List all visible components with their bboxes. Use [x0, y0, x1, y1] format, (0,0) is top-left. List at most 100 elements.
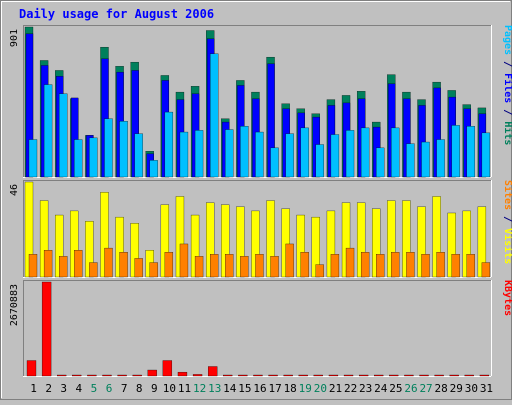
- pages-bar: [240, 126, 249, 178]
- kbytes-bar: [223, 374, 233, 377]
- pages-bar: [210, 53, 219, 178]
- kbytes-bar: [479, 374, 490, 377]
- x-tick-label: 19: [299, 382, 312, 395]
- sites-bar: [391, 252, 400, 278]
- panel-0-legend-part-3: /: [502, 103, 512, 121]
- kbytes-bar: [102, 374, 112, 377]
- kbytes-bar: [117, 374, 127, 377]
- x-tick-label: 1: [30, 382, 37, 395]
- panel-2-legend-part-0: KBytes: [502, 280, 512, 316]
- pages-bar: [74, 139, 83, 178]
- x-tick-label: 23: [359, 382, 372, 395]
- panel-1-legend: Sites / Visits: [502, 180, 512, 264]
- pages-bar: [345, 130, 355, 178]
- panel-0-legend-part-4: Hits: [502, 121, 512, 145]
- kbytes-bar: [298, 374, 308, 377]
- panel-0-legend-part-2: Files: [502, 73, 512, 103]
- pages-bar: [421, 141, 430, 178]
- x-tick-label: 17: [268, 382, 281, 395]
- kbytes-bar: [268, 374, 278, 377]
- kbytes-bar: [177, 371, 188, 377]
- sites-bar: [149, 262, 158, 278]
- sites-bar: [134, 258, 143, 278]
- panel-0-legend: Pages / Files / Hits: [502, 25, 512, 145]
- x-tick-label: 27: [419, 382, 432, 395]
- pages-bar: [43, 84, 53, 178]
- pages-bar: [255, 131, 264, 178]
- pages-bar: [89, 137, 98, 178]
- pages-bar: [451, 125, 460, 178]
- kbytes-bar: [343, 374, 354, 377]
- kbytes-bar: [87, 374, 97, 377]
- pages-bar: [104, 118, 113, 178]
- kbytes-bar: [162, 360, 173, 377]
- kbytes-bar: [57, 374, 67, 377]
- pages-bar: [194, 130, 204, 178]
- x-tick-label: 6: [106, 382, 113, 395]
- sites-bar: [104, 247, 113, 278]
- panel-1-legend-part-0: Sites: [502, 180, 512, 210]
- pages-bar: [59, 93, 68, 178]
- pages-bar: [149, 160, 158, 178]
- pages-bar: [436, 139, 445, 178]
- sites-bar: [194, 256, 204, 278]
- sites-bar: [89, 262, 98, 278]
- x-axis-labels: 1 2 3 4 5 6 7 8 9 10 11 12 13 14 15 16 17 18 19 20 21 22 23 24 2…: [30, 382, 493, 395]
- sites-bar: [345, 247, 355, 278]
- kbytes-bar: [313, 374, 323, 377]
- x-tick-label: 7: [121, 382, 128, 395]
- sites-bar: [28, 254, 38, 278]
- x-tick-label: 8: [136, 382, 143, 395]
- x-tick-label: 24: [374, 382, 388, 395]
- panel-0-legend-part-1: /: [502, 55, 512, 73]
- kbytes-bar: [26, 360, 37, 377]
- sites-bar: [315, 264, 324, 278]
- pages-bar: [270, 147, 279, 178]
- kbytes-bar: [404, 374, 414, 377]
- panel-0-legend-part-0: Pages: [502, 25, 512, 55]
- panel-1-legend-part-1: /: [502, 210, 512, 228]
- sites-bar: [270, 256, 279, 278]
- chart-title: Daily usage for August 2006: [19, 7, 214, 21]
- panel-1-legend-part-2: Visits: [502, 228, 512, 264]
- x-tick-label: 22: [344, 382, 357, 395]
- sites-bar: [360, 252, 370, 278]
- x-tick-label: 31: [480, 382, 493, 395]
- sites-bar: [300, 252, 309, 278]
- panel-2-ymax-label: 2670883: [9, 284, 20, 326]
- sites-bar: [74, 250, 83, 278]
- x-tick-label: 14: [223, 382, 237, 395]
- x-tick-label: 16: [253, 382, 266, 395]
- kbytes-bar: [192, 374, 203, 377]
- sites-bar: [179, 243, 189, 278]
- sites-bar: [285, 243, 294, 278]
- panel-1-ymax-label: 46: [9, 184, 20, 196]
- x-tick-label: 11: [178, 382, 191, 395]
- pages-bar: [134, 133, 143, 178]
- sites-bar: [119, 252, 128, 278]
- x-tick-label: 12: [193, 382, 206, 395]
- kbytes-bar: [238, 374, 248, 377]
- pages-bar: [391, 127, 400, 178]
- x-tick-label: 13: [208, 382, 221, 395]
- kbytes-bar: [328, 374, 339, 377]
- pages-bar: [481, 132, 491, 178]
- x-tick-label: 9: [151, 382, 158, 395]
- kbytes-bar: [283, 374, 293, 377]
- kbytes-bar: [434, 374, 444, 377]
- sites-bar: [225, 254, 234, 278]
- sites-bar: [330, 254, 340, 278]
- sites-bar: [466, 254, 475, 278]
- panel-2-legend: KBytes: [502, 280, 512, 316]
- sites-bar: [436, 252, 445, 278]
- panels-group: 901 Pages / Files / Hits 46 Sites / Visits 2…: [9, 25, 512, 377]
- pages-bar: [225, 129, 234, 178]
- x-tick-label: 21: [329, 382, 342, 395]
- kbytes-bar: [389, 374, 399, 377]
- sites-bar: [43, 250, 53, 278]
- kbytes-bar: [147, 369, 157, 377]
- sites-bar: [255, 254, 264, 278]
